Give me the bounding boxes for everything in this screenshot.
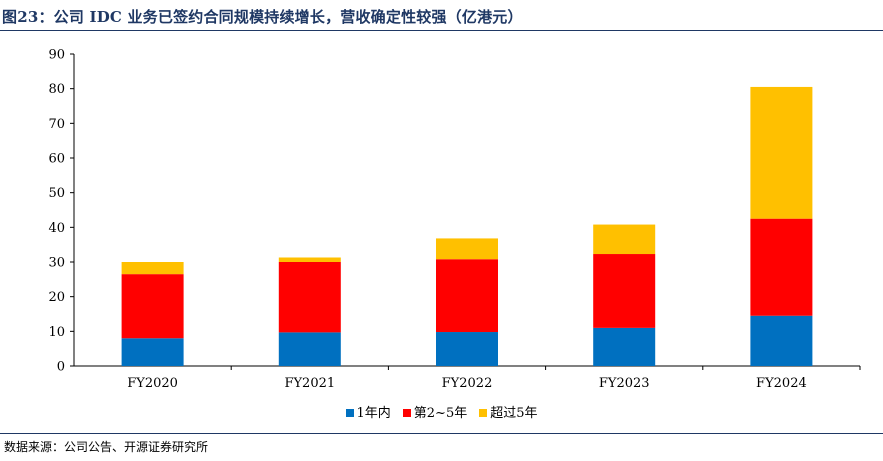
y-tick-label: 60 — [48, 152, 65, 167]
y-tick-label: 50 — [48, 186, 65, 201]
y-tick-label: 80 — [48, 82, 65, 97]
bar-segment — [121, 274, 184, 339]
bar-segment — [278, 257, 341, 262]
bar-segment — [750, 315, 813, 366]
bar-segment — [278, 262, 341, 333]
bar-segment — [593, 254, 656, 328]
legend-label: 超过5年 — [490, 406, 538, 421]
bar-segment — [750, 86, 813, 219]
y-tick-label: 90 — [48, 48, 65, 63]
y-tick-label: 70 — [48, 117, 65, 132]
x-tick-label: FY2020 — [127, 376, 178, 391]
bar-segment — [593, 327, 656, 366]
legend-label: 第2~5年 — [413, 406, 468, 421]
bar-segment — [436, 238, 498, 260]
legend-swatch — [345, 408, 354, 417]
legend-label: 1年内 — [356, 406, 391, 421]
bar-segment — [593, 224, 656, 255]
legend-item: 第2~5年 — [402, 402, 468, 421]
axes: 0 10 20 30 40 50 60 70 80 90 FY2020 FY2021 FY2022 FY2… — [48, 48, 861, 391]
bar-segment — [121, 338, 184, 366]
y-tick-label: 0 — [57, 360, 65, 375]
source-note: 数据来源：公司公告、开源证券研究所 — [4, 440, 209, 454]
legend-item: 超过5年 — [479, 402, 538, 421]
legend-swatch — [402, 408, 411, 417]
source-rule — [0, 433, 883, 434]
legend-item: 1年内 — [345, 402, 391, 421]
title-rule — [0, 30, 883, 31]
legend-swatch — [479, 408, 488, 417]
y-tick-label: 30 — [48, 256, 65, 271]
y-tick-label: 40 — [48, 221, 65, 236]
y-tick-label: 20 — [48, 290, 65, 305]
x-tick-label: FY2021 — [284, 376, 335, 391]
bar-segment — [436, 259, 498, 333]
chart-title: 图23：公司 IDC 业务已签约合同规模持续增长，营收确定性较强（亿港元） — [2, 8, 523, 26]
bar-segment — [750, 218, 813, 316]
bar-segment — [278, 332, 341, 366]
x-tick-label: FY2023 — [599, 376, 650, 391]
stacked-bar-chart: 0 10 20 30 40 50 60 70 80 90 FY2020 FY2021 FY2022 FY2… — [48, 48, 861, 391]
y-tick-label: 10 — [48, 325, 65, 340]
x-tick-label: FY2024 — [756, 376, 807, 391]
bars — [121, 86, 813, 366]
bar-segment — [121, 262, 184, 275]
legend: 1年内 第2~5年 超过5年 — [0, 402, 883, 421]
x-tick-label: FY2022 — [442, 376, 493, 391]
bar-segment — [436, 332, 498, 366]
